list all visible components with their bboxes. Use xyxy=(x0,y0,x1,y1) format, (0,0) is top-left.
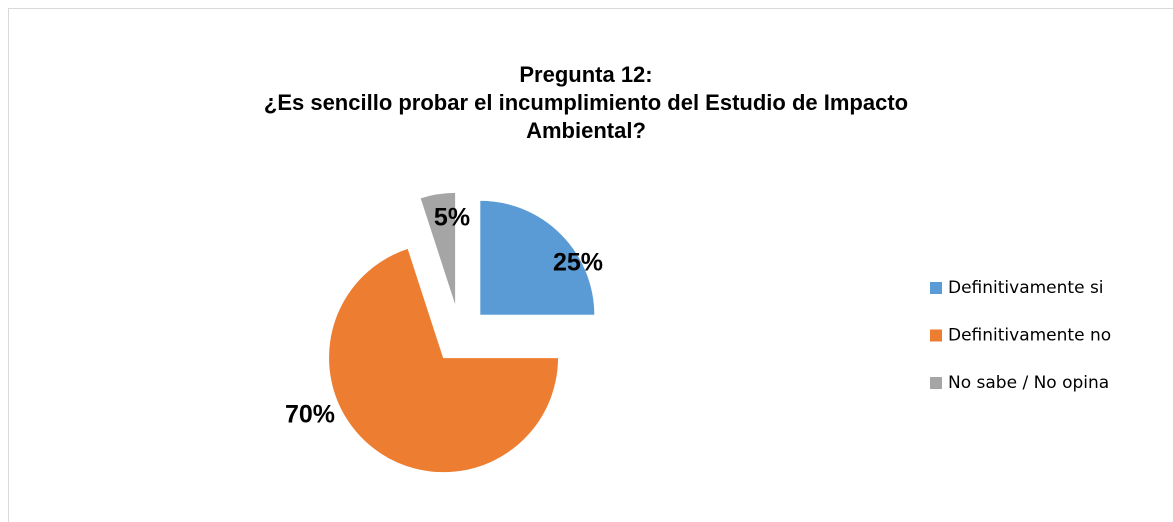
data-label: 70% xyxy=(285,401,335,429)
chart-title: Ambiental? xyxy=(526,118,646,143)
pie-slice xyxy=(328,247,560,474)
pie-slice xyxy=(479,199,596,316)
chart-title: ¿Es sencillo probar el incumplimiento de… xyxy=(264,90,908,115)
data-label: 25% xyxy=(553,249,603,277)
chart-border xyxy=(8,8,1173,522)
chart-title: Pregunta 12: xyxy=(519,62,652,87)
legend-swatch xyxy=(930,377,942,389)
legend-swatch xyxy=(930,282,942,294)
legend-swatch xyxy=(930,329,942,342)
legend-label: Definitivamente si xyxy=(948,278,1104,298)
legend-label: Definitivamente no xyxy=(948,326,1111,346)
data-label: 5% xyxy=(434,204,470,232)
legend-label: No sabe / No opina xyxy=(948,373,1109,393)
pie-slice xyxy=(419,191,457,308)
